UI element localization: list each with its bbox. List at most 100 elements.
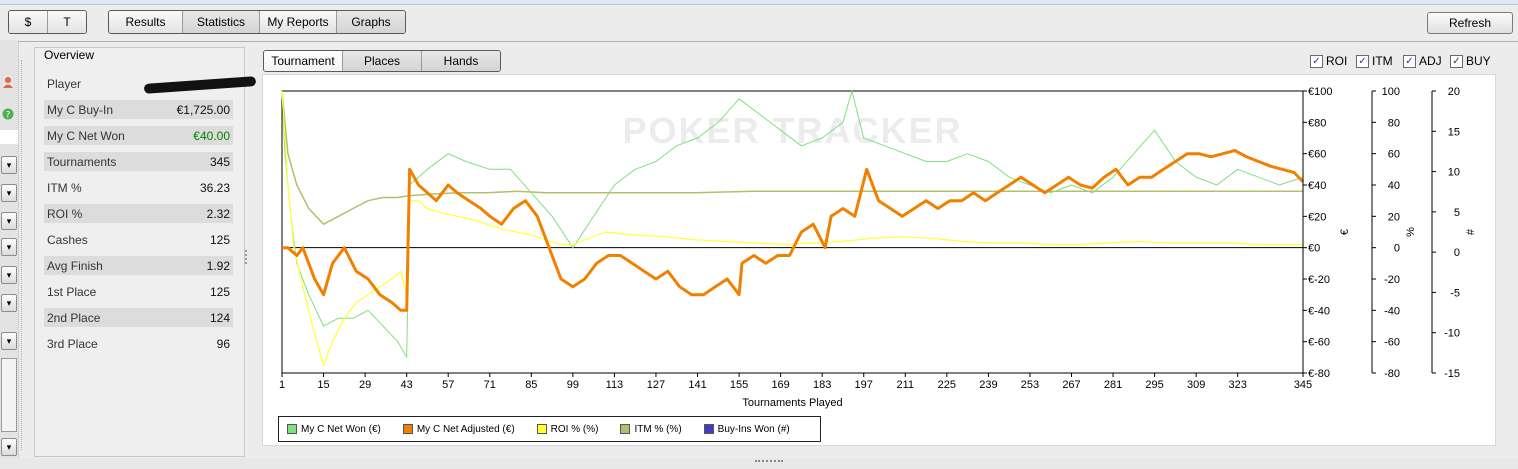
y-tick-label: 80: [1388, 117, 1400, 129]
stat-label: ITM %: [47, 180, 82, 195]
stat-value: 2.32: [206, 206, 230, 221]
stat-value: 1.92: [206, 258, 230, 273]
stat-row-roi: ROI % 2.32: [44, 204, 233, 223]
dollar-button[interactable]: $: [9, 11, 48, 33]
stat-label: Player: [47, 76, 82, 91]
roi-checkbox[interactable]: ✓ ROI: [1310, 54, 1347, 68]
series-line-3: [281, 90, 1303, 366]
dropdown-arrow-icon[interactable]: ▾: [1, 294, 17, 312]
stat-value: 125: [209, 284, 230, 299]
panel-splitter[interactable]: [245, 250, 249, 264]
stat-label: Tournaments: [47, 154, 117, 169]
y-tick-label: €100: [1308, 86, 1332, 98]
bottom-splitter-dots[interactable]: [755, 460, 783, 465]
itm-checkbox[interactable]: ✓ ITM: [1356, 54, 1393, 68]
tab-my-reports[interactable]: My Reports: [260, 11, 337, 33]
legend-label: My C Net Won (€): [301, 423, 381, 435]
y-tick-label: -20: [1384, 274, 1400, 286]
tab-statistics[interactable]: Statistics: [183, 11, 260, 33]
x-tick-label: 211: [897, 379, 915, 391]
splitter-handle[interactable]: [21, 60, 25, 450]
refresh-button[interactable]: Refresh: [1427, 12, 1513, 34]
y-tick-label: €-40: [1308, 305, 1330, 317]
help-icon[interactable]: ?: [2, 108, 14, 121]
y-axis-label: €: [1339, 229, 1351, 235]
series-line-1: [281, 90, 1304, 358]
x-tick-label: 197: [855, 379, 873, 391]
stat-row-cashes: Cashes 125: [44, 230, 233, 249]
tab-results[interactable]: Results: [109, 11, 183, 33]
tab-tournament[interactable]: Tournament: [264, 51, 343, 71]
check-icon: ✓: [1450, 54, 1463, 68]
graph-subtabs: Tournament Places Hands: [263, 50, 501, 72]
x-tick-label: 323: [1229, 379, 1247, 391]
x-tick-label: 43: [401, 379, 413, 391]
adj-checkbox[interactable]: ✓ ADJ: [1403, 54, 1442, 68]
series-line-4: [281, 90, 1303, 225]
dropdown-arrow-icon[interactable]: ▾: [1, 184, 17, 202]
t-button[interactable]: T: [48, 11, 86, 33]
legend-item: ROI % (%): [536, 423, 599, 435]
stat-row-itm: ITM % 36.23: [44, 178, 233, 197]
scrollbar[interactable]: [1, 358, 17, 432]
svg-text:?: ?: [6, 111, 11, 121]
plot-area: [281, 90, 1304, 374]
left-sidebar-strip: ? ▾ ▾ ▾ ▾ ▾ ▾ ▾ ▾: [0, 40, 19, 469]
stat-row-2nd: 2nd Place 124: [44, 308, 233, 327]
y-tick-label: €-60: [1308, 337, 1330, 349]
y-tick-label: -15: [1444, 368, 1460, 380]
stat-value: 125: [209, 232, 230, 247]
y-tick-label: 20: [1388, 211, 1400, 223]
stat-label: 1st Place: [47, 284, 97, 299]
stat-row-netwon: My C Net Won €40.00: [44, 126, 233, 145]
legend-swatch: [536, 424, 547, 434]
legend-label: ROI % (%): [550, 423, 599, 435]
currency-toggle: $ T: [8, 10, 87, 34]
tab-places[interactable]: Places: [343, 51, 422, 71]
stat-row-player: Player: [44, 74, 257, 94]
tab-hands[interactable]: Hands: [422, 51, 500, 71]
white-field[interactable]: [0, 130, 18, 144]
y-tick-label: €0: [1308, 243, 1320, 255]
dropdown-arrow-icon[interactable]: ▾: [1, 266, 17, 284]
y-tick-label: 0: [1454, 247, 1460, 259]
x-tick-label: 29: [359, 379, 371, 391]
y-tick-label: 20: [1448, 86, 1460, 98]
tab-graphs[interactable]: Graphs: [337, 11, 405, 33]
x-tick-label: 15: [317, 379, 329, 391]
stat-label: My C Net Won: [47, 128, 125, 143]
legend-swatch: [402, 424, 413, 434]
y-tick-label: €80: [1308, 117, 1326, 129]
check-icon: ✓: [1356, 54, 1369, 68]
checkbox-label: BUY: [1466, 54, 1491, 68]
x-tick-label: 253: [1021, 379, 1039, 391]
y-tick-label: €40: [1308, 180, 1326, 192]
x-axis-label: Tournaments Played: [742, 397, 842, 409]
y-tick-label: €60: [1308, 149, 1326, 161]
x-tick-label: 1: [279, 379, 285, 391]
stat-value: €1,725.00: [176, 102, 230, 117]
dropdown-arrow-icon[interactable]: ▾: [1, 212, 17, 230]
dropdown-arrow-icon[interactable]: ▾: [1, 332, 17, 350]
x-tick-label: 141: [688, 379, 706, 391]
dropdown-arrow-icon[interactable]: ▾: [1, 238, 17, 256]
legend-swatch: [620, 424, 631, 434]
x-tick-label: 99: [567, 379, 579, 391]
x-tick-label: 71: [484, 379, 496, 391]
watermark: POKER TRACKER: [622, 110, 962, 151]
x-tick-label: 309: [1187, 379, 1205, 391]
y-tick-label: €-20: [1308, 274, 1330, 286]
dropdown-arrow-icon[interactable]: ▾: [1, 438, 17, 456]
x-tick-label: 183: [813, 379, 831, 391]
chart-legend: My C Net Won (€) My C Net Adjusted (€) R…: [278, 416, 821, 442]
x-tick-label: 155: [730, 379, 748, 391]
series-line-2: [282, 149, 1305, 312]
checkbox-label: ITM: [1372, 54, 1393, 68]
dropdown-arrow-icon[interactable]: ▾: [1, 156, 17, 174]
x-tick-label: 169: [771, 379, 789, 391]
legend-label: Buy-Ins Won (#): [717, 423, 790, 435]
stat-value: 36.23: [199, 180, 230, 195]
y-tick-label: 5: [1454, 207, 1460, 219]
user-icon[interactable]: [2, 76, 14, 88]
buy-checkbox[interactable]: ✓ BUY: [1450, 54, 1491, 68]
